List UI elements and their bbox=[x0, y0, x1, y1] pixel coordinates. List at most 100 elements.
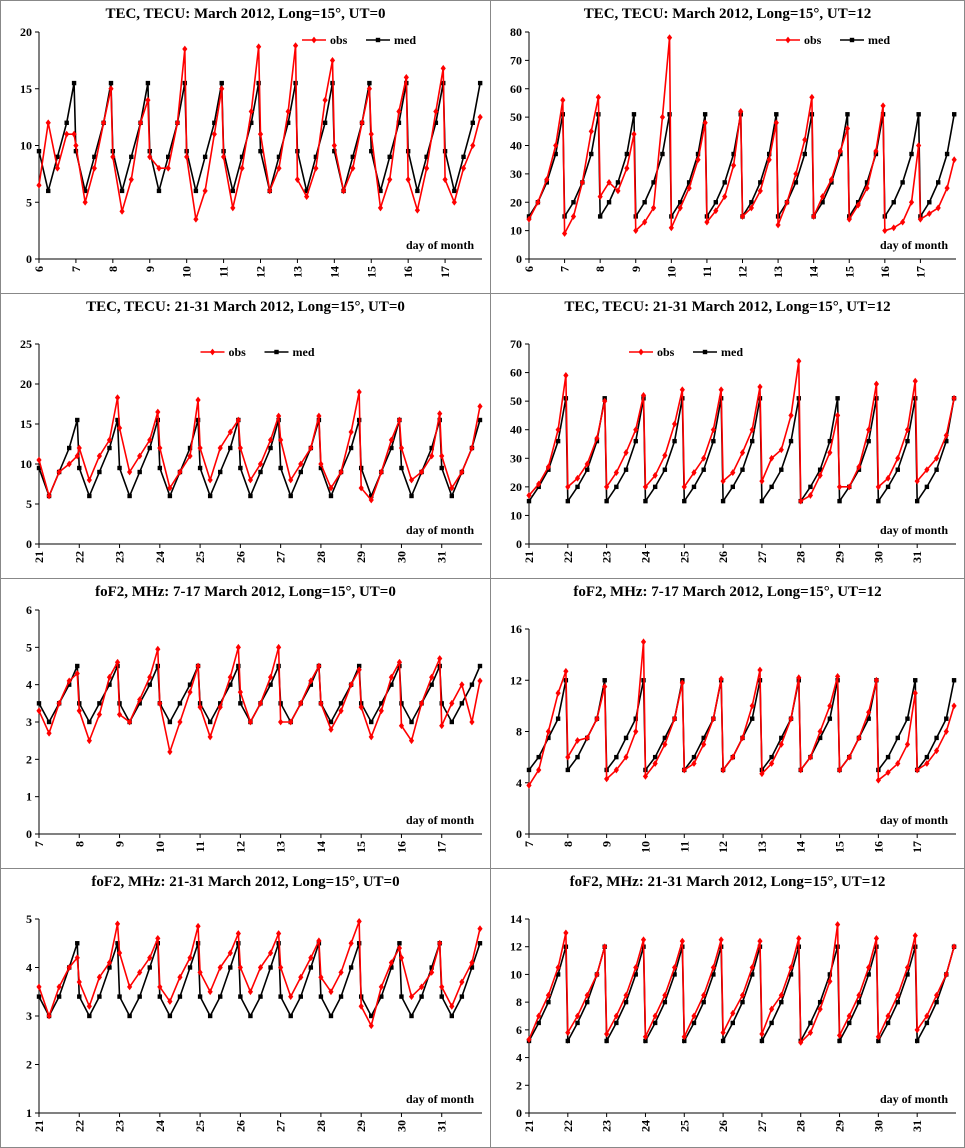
point bbox=[218, 701, 223, 706]
x-tick-label: 27 bbox=[274, 1120, 288, 1132]
point bbox=[796, 674, 802, 682]
point bbox=[218, 469, 223, 475]
point bbox=[545, 991, 552, 999]
point bbox=[207, 493, 213, 499]
point bbox=[348, 965, 354, 970]
point bbox=[74, 954, 80, 962]
point bbox=[679, 386, 685, 394]
point bbox=[239, 154, 245, 160]
point bbox=[348, 939, 354, 947]
point bbox=[137, 994, 142, 999]
point bbox=[750, 972, 755, 977]
x-tick-label: 17 bbox=[913, 266, 927, 278]
point bbox=[613, 1012, 619, 1020]
chart-panel: TEC, TECU: March 2012, Long=15°, UT=0 0 5 1… bbox=[0, 0, 491, 294]
point bbox=[710, 964, 716, 971]
x-tick-label: 31 bbox=[435, 551, 449, 563]
point bbox=[278, 994, 283, 999]
point bbox=[329, 56, 336, 64]
point bbox=[589, 151, 594, 157]
point bbox=[218, 994, 223, 999]
point bbox=[46, 188, 51, 194]
point bbox=[563, 667, 569, 675]
point bbox=[87, 719, 92, 725]
point bbox=[358, 1002, 364, 1010]
point bbox=[933, 454, 940, 462]
point bbox=[167, 998, 173, 1005]
point bbox=[332, 148, 337, 154]
point bbox=[769, 484, 774, 490]
point bbox=[137, 968, 143, 976]
point bbox=[308, 954, 314, 962]
point bbox=[914, 498, 920, 504]
point bbox=[701, 467, 706, 472]
point bbox=[348, 445, 354, 451]
point bbox=[452, 188, 457, 194]
point bbox=[74, 670, 80, 677]
point bbox=[298, 973, 304, 981]
point bbox=[177, 994, 183, 999]
point bbox=[914, 477, 920, 485]
point bbox=[710, 715, 716, 723]
point bbox=[156, 164, 162, 172]
point bbox=[278, 465, 283, 471]
point bbox=[298, 994, 303, 999]
point bbox=[614, 484, 619, 490]
point bbox=[798, 766, 804, 774]
x-tick-label: 24 bbox=[153, 551, 167, 563]
point bbox=[904, 740, 911, 748]
legend-label: obs bbox=[229, 345, 247, 359]
point bbox=[369, 719, 374, 725]
x-tick-label: 12 bbox=[736, 266, 750, 278]
legend-label: med bbox=[868, 33, 890, 47]
point bbox=[477, 677, 483, 685]
point bbox=[477, 417, 483, 423]
point bbox=[369, 1013, 374, 1019]
point bbox=[720, 766, 726, 774]
point bbox=[108, 80, 114, 86]
point bbox=[71, 80, 77, 86]
point bbox=[258, 994, 263, 999]
point bbox=[807, 753, 814, 761]
y-tick-label: 16 bbox=[510, 623, 522, 636]
point bbox=[237, 688, 243, 696]
point bbox=[36, 701, 42, 706]
point bbox=[167, 1013, 173, 1019]
point bbox=[116, 424, 123, 432]
point bbox=[758, 180, 763, 185]
point bbox=[356, 666, 362, 674]
point bbox=[662, 991, 668, 999]
point bbox=[779, 735, 784, 741]
point bbox=[157, 444, 163, 452]
point bbox=[228, 965, 233, 970]
x-tick-label: 22 bbox=[561, 551, 575, 563]
point bbox=[195, 396, 201, 404]
chart-panel: TEC, TECU: 21-31 March 2012, Long=15°, U… bbox=[490, 293, 965, 579]
point bbox=[66, 460, 72, 468]
x-tick-label: 16 bbox=[394, 841, 408, 853]
point bbox=[429, 968, 435, 976]
point bbox=[177, 718, 183, 726]
point bbox=[207, 1013, 213, 1019]
point bbox=[470, 120, 475, 125]
point bbox=[769, 1020, 774, 1026]
point bbox=[757, 383, 763, 391]
point bbox=[66, 677, 72, 685]
point bbox=[802, 136, 808, 144]
point bbox=[396, 120, 402, 125]
y-tick-label: 6 bbox=[516, 1023, 522, 1037]
point bbox=[415, 188, 420, 194]
point bbox=[92, 154, 97, 160]
point bbox=[846, 753, 852, 761]
x-tick-label: 28 bbox=[794, 1120, 808, 1132]
point bbox=[769, 754, 774, 760]
point bbox=[107, 965, 112, 970]
point bbox=[298, 460, 304, 468]
point bbox=[774, 112, 779, 117]
point bbox=[187, 445, 193, 451]
annotation: day of month bbox=[406, 1092, 474, 1106]
x-tick-label: 25 bbox=[677, 1120, 691, 1132]
point bbox=[36, 707, 42, 715]
y-tick-label: 25 bbox=[20, 338, 32, 351]
point bbox=[328, 988, 334, 996]
